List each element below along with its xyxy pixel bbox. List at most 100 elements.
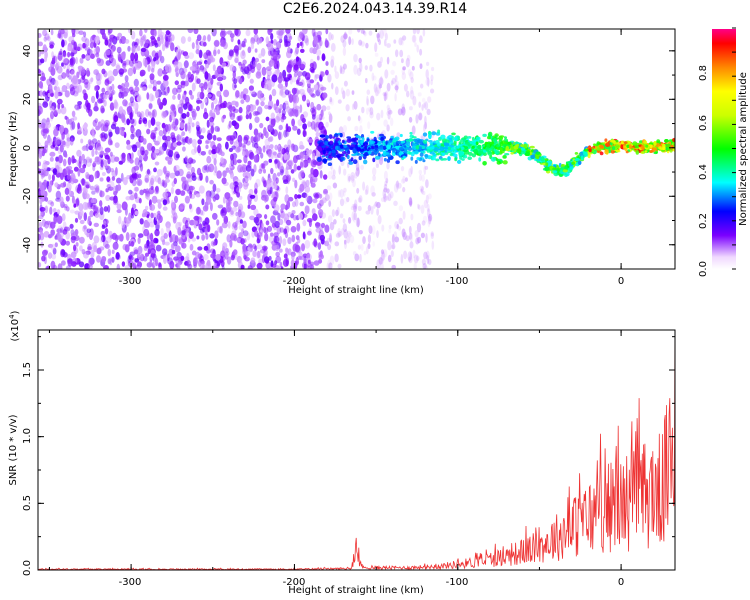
heatmap-cell [164,39,169,48]
heatmap-cell [222,196,226,204]
heatmap-cell [238,106,243,114]
heatmap-cell [329,96,333,103]
heatmap-cell [96,255,101,263]
heatmap-cell [255,99,259,106]
heatmap-cell [451,146,457,151]
heatmap-cell [309,62,315,68]
heatmap-cell [399,49,404,58]
heatmap-cell [447,156,451,161]
heatmap-cell [187,71,192,80]
heatmap-cell [114,126,120,135]
heatmap-cell [258,232,263,237]
heatmap-cell [321,55,326,61]
heatmap-cell [126,154,130,163]
heatmap-cell [316,55,320,61]
heatmap-cell [402,155,406,159]
heatmap-cell [203,52,209,60]
heatmap-cell [157,97,161,106]
heatmap-cell [186,174,192,179]
heatmap-cell [339,144,344,149]
heatmap-cell [591,146,595,149]
heatmap-cell [201,127,206,134]
heatmap-cell [159,32,165,37]
heatmap-cell [181,137,186,146]
heatmap-cell [383,157,387,162]
heatmap-cell [153,57,157,62]
heatmap-cell [283,179,289,184]
heatmap-cell [88,257,93,267]
heatmap-cell [315,43,319,51]
heatmap-cell [277,131,283,140]
heatmap-cell [268,136,274,142]
heatmap-cell [94,101,98,110]
heatmap-cell [65,166,69,174]
heatmap-cell [57,263,63,269]
heatmap-cell [156,80,162,85]
heatmap-cell [237,39,241,45]
heatmap-cell [332,182,338,189]
heatmap-cell [143,118,148,125]
heatmap-cell [236,236,243,244]
heatmap-cell [234,84,237,89]
heatmap-cell [425,179,429,189]
heatmap-cell [362,236,366,245]
heatmap-cell [137,233,144,239]
heatmap-cell [189,219,195,226]
heatmap-cell [157,202,162,209]
heatmap-cell [81,67,86,76]
heatmap-cell [99,206,104,216]
heatmap-cell [122,177,128,186]
heatmap-cell [188,185,195,191]
heatmap-cell [215,187,221,193]
heatmap-cell [599,144,604,149]
heatmap-cell [268,158,273,163]
heatmap-cell [100,230,106,236]
heatmap-cell [359,253,362,263]
heatmap-cell [115,235,120,241]
heatmap-cell [147,111,152,116]
heatmap-cell [279,227,284,233]
heatmap-cell [121,220,126,229]
heatmap-cell [353,64,358,75]
heatmap-cell [409,106,413,111]
heatmap-cell [285,29,291,34]
heatmap-cell [127,45,131,52]
heatmap-cell [376,112,381,121]
heatmap-cell [285,257,289,267]
heatmap-cell [296,222,301,232]
heatmap-cell [205,164,210,173]
heatmap-cell [386,56,390,65]
heatmap-cell [69,62,74,67]
heatmap-cell [113,101,119,110]
heatmap-cell [94,118,99,124]
heatmap-cell [487,150,492,156]
heatmap-cell [481,144,486,148]
heatmap-cell [376,230,379,239]
heatmap-cell [302,219,307,227]
heatmap-cell [60,106,67,115]
heatmap-cell [208,121,215,127]
heatmap-cell [467,136,472,139]
heatmap-cell [427,208,431,219]
heatmap-cell [372,241,376,247]
heatmap-cell [415,114,419,124]
heatmap-cell [357,166,360,175]
heatmap-cell [314,74,317,82]
heatmap-cell [342,39,347,48]
heatmap-cell [96,78,102,86]
heatmap-cell [345,104,350,112]
heatmap-cell [504,136,507,140]
heatmap-cell [256,262,263,269]
heatmap-cell [232,222,238,228]
heatmap-cell [242,88,249,95]
heatmap-cell [191,122,195,128]
heatmap-cell [53,126,59,131]
heatmap-cell [443,142,450,147]
heatmap-cell [252,250,257,258]
heatmap-cell [54,182,59,188]
heatmap-cell [436,142,441,146]
heatmap-cell [279,104,283,111]
heatmap-cell [312,106,317,114]
heatmap-cell [131,65,136,72]
heatmap-cell [383,193,387,203]
